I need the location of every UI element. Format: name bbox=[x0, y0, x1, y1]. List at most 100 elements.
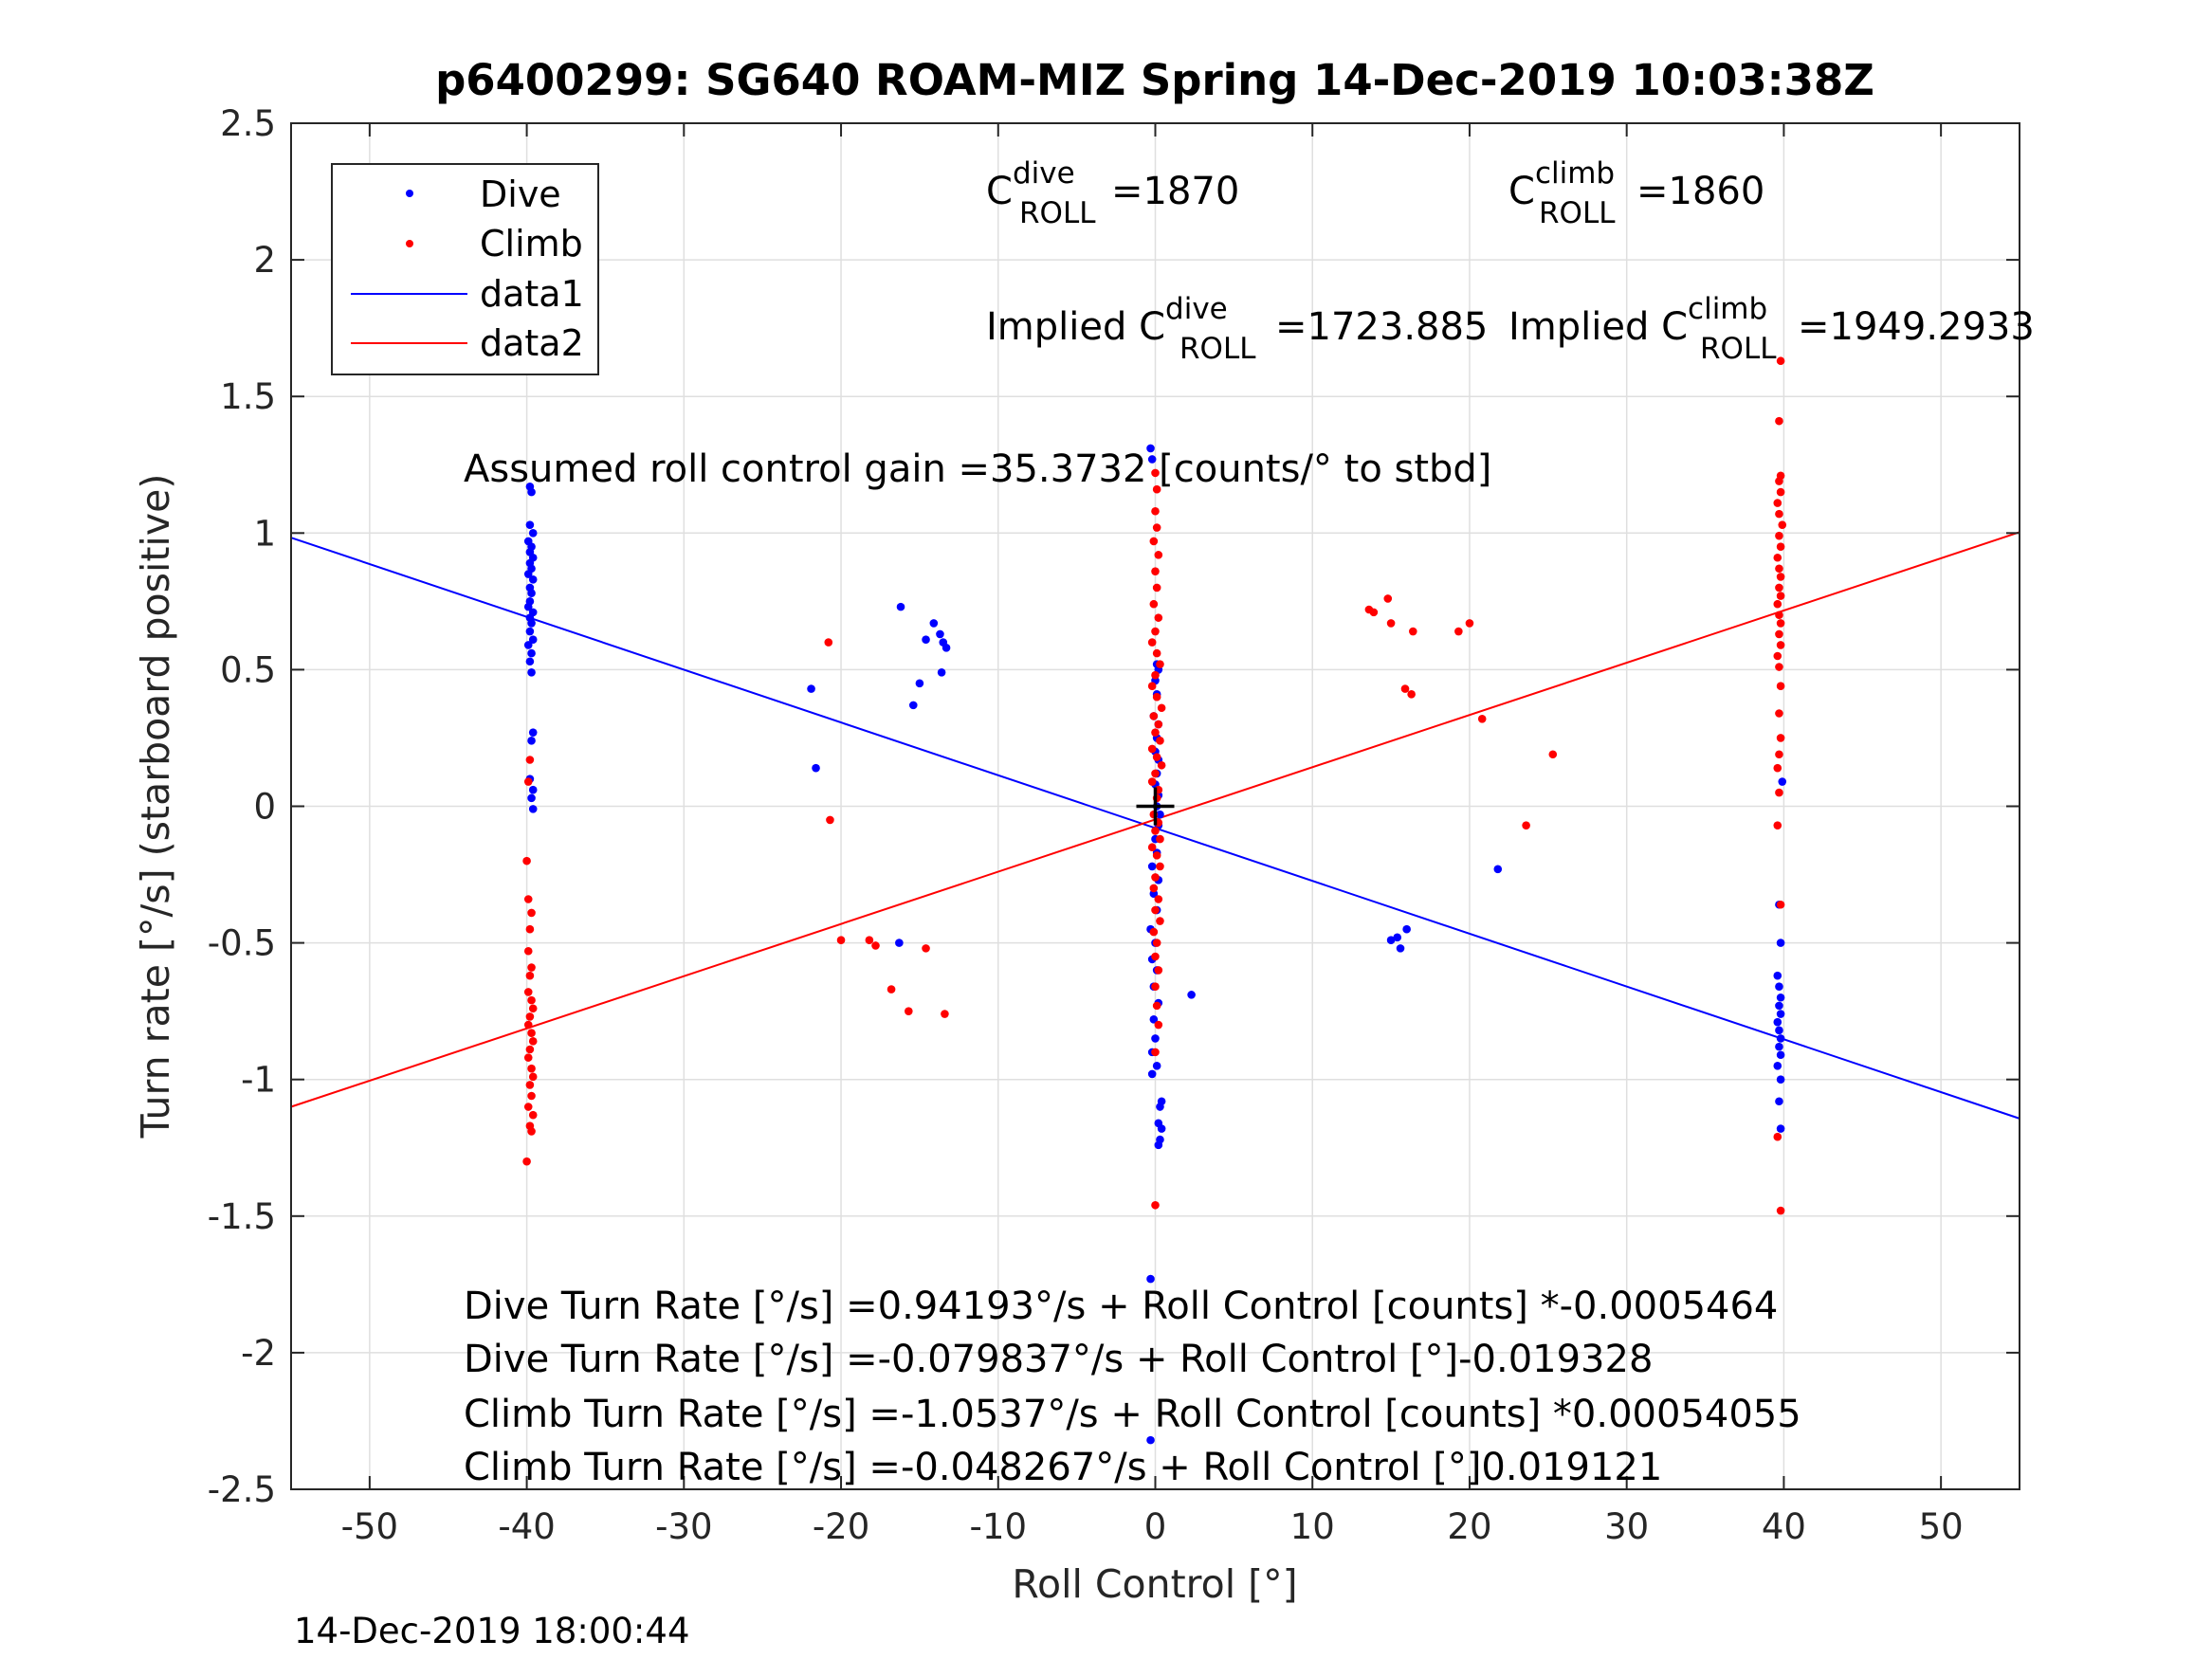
dive-point bbox=[527, 487, 536, 497]
y-tick-label: -1.5 bbox=[208, 1196, 276, 1237]
climb-point bbox=[527, 1064, 536, 1073]
climb-point bbox=[1151, 728, 1160, 737]
climb-point bbox=[1157, 760, 1166, 770]
dive-point bbox=[1778, 777, 1787, 786]
dive-point bbox=[523, 602, 533, 611]
legend-dive-marker bbox=[406, 190, 413, 197]
climb-point bbox=[1152, 1001, 1161, 1011]
dive-point bbox=[915, 679, 924, 688]
c-roll-climb-value: =1860 bbox=[1636, 170, 1764, 213]
y-tick-label: -2.5 bbox=[208, 1469, 276, 1510]
climb-point bbox=[1152, 851, 1161, 860]
dive-point bbox=[527, 648, 536, 658]
climb-point bbox=[1773, 763, 1782, 773]
y-tick-label: 1 bbox=[253, 513, 276, 554]
climb-point bbox=[525, 1012, 535, 1021]
climb-point bbox=[1156, 917, 1164, 925]
legend: Dive Climb data1 data2 bbox=[331, 163, 599, 375]
c-roll-dive-annotation: Cdive ROLL =1870 bbox=[986, 156, 1239, 230]
c-roll-dive-sup: dive bbox=[1013, 156, 1075, 191]
climb-point bbox=[1369, 608, 1379, 617]
climb-point bbox=[523, 777, 533, 786]
climb-point bbox=[1154, 895, 1163, 903]
climb-point bbox=[1522, 821, 1530, 830]
legend-box bbox=[331, 163, 599, 375]
dive-point bbox=[895, 939, 904, 947]
implied-climb-sub: ROLL bbox=[1700, 332, 1777, 366]
dive-point bbox=[1776, 939, 1785, 947]
climb-point bbox=[527, 1029, 536, 1038]
dive-point bbox=[1146, 1274, 1155, 1284]
x-tick-label: -20 bbox=[813, 1506, 869, 1547]
climb-point bbox=[1775, 611, 1783, 620]
climb-point bbox=[1154, 613, 1163, 622]
dive-point bbox=[525, 657, 535, 666]
c-roll-dive-value: =1870 bbox=[1111, 170, 1239, 213]
climb-point bbox=[525, 971, 535, 980]
climb-point bbox=[1151, 670, 1160, 680]
x-tick-label: -50 bbox=[341, 1506, 398, 1547]
dive-point bbox=[527, 737, 536, 745]
dive-point bbox=[941, 644, 951, 652]
dive-point bbox=[528, 728, 538, 737]
dive-point bbox=[523, 641, 533, 649]
dive-point bbox=[528, 574, 538, 584]
climb-point bbox=[527, 1127, 536, 1136]
dive-point bbox=[1393, 933, 1402, 942]
implied-dive-prefix: Implied C bbox=[986, 305, 1165, 349]
y-tick-label: 2 bbox=[253, 240, 276, 281]
climb-point bbox=[1775, 629, 1783, 639]
climb-point bbox=[1776, 1206, 1785, 1215]
legend-dive-label: Dive bbox=[480, 173, 561, 215]
svg-text:Implied Cdive: Implied Cdive bbox=[986, 292, 1228, 349]
climb-point bbox=[523, 1053, 533, 1062]
y-axis-label: Turn rate [°/s] (starboard positive) bbox=[133, 474, 178, 1139]
climb-point bbox=[1147, 682, 1157, 690]
climb-point bbox=[528, 1037, 538, 1046]
data-points bbox=[522, 356, 1787, 1445]
center-marker bbox=[1136, 787, 1175, 826]
implied-c-roll-dive-annotation: Implied Cdive ROLL =1723.885 bbox=[986, 292, 1488, 366]
dive-point bbox=[1776, 1034, 1785, 1043]
climb-point bbox=[826, 815, 834, 825]
climb-point bbox=[1773, 651, 1782, 661]
implied-dive-sup: dive bbox=[1165, 292, 1228, 326]
climb-point bbox=[1775, 663, 1783, 671]
climb-point bbox=[1776, 542, 1785, 552]
climb-point bbox=[1773, 553, 1782, 562]
climb-point bbox=[941, 1010, 949, 1018]
climb-point bbox=[824, 638, 833, 647]
climb-point bbox=[525, 756, 535, 764]
y-tick-label: 2.5 bbox=[220, 103, 276, 144]
dive-point bbox=[1776, 993, 1785, 1002]
climb-point bbox=[1151, 952, 1160, 961]
climb-point bbox=[1775, 788, 1783, 797]
climb-point bbox=[1149, 537, 1159, 546]
climb-point bbox=[1149, 884, 1159, 893]
x-axis-label: Roll Control [°] bbox=[1012, 1561, 1297, 1607]
climb-point bbox=[1151, 873, 1160, 882]
climb-point bbox=[1151, 627, 1160, 636]
climb-point bbox=[522, 1157, 531, 1166]
climb-point bbox=[1776, 900, 1785, 909]
dive-point bbox=[1493, 865, 1503, 874]
y-tick-label: -1 bbox=[241, 1060, 276, 1101]
dive-point bbox=[1156, 1103, 1164, 1111]
c-roll-climb-prefix: C bbox=[1508, 170, 1535, 213]
dive-point bbox=[528, 635, 538, 644]
x-tick-label: 40 bbox=[1762, 1506, 1806, 1547]
climb-point bbox=[1152, 692, 1161, 702]
climb-point bbox=[527, 963, 536, 972]
c-roll-climb-annotation: Cclimb ROLL =1860 bbox=[1508, 156, 1764, 230]
climb-point bbox=[1151, 567, 1160, 575]
c-roll-dive-sub: ROLL bbox=[1019, 196, 1096, 230]
dive-point bbox=[523, 570, 533, 578]
svg-text:Cclimb: Cclimb bbox=[1508, 156, 1615, 213]
climb-point bbox=[836, 936, 846, 945]
climb-point bbox=[1151, 1048, 1160, 1057]
climb-point bbox=[528, 1110, 538, 1120]
equation-dive-degrees: Dive Turn Rate [°/s] =-0.079837°/s + Rol… bbox=[464, 1338, 1653, 1381]
climb-point bbox=[1775, 509, 1783, 519]
climb-point bbox=[523, 1103, 533, 1111]
climb-point bbox=[523, 895, 533, 903]
